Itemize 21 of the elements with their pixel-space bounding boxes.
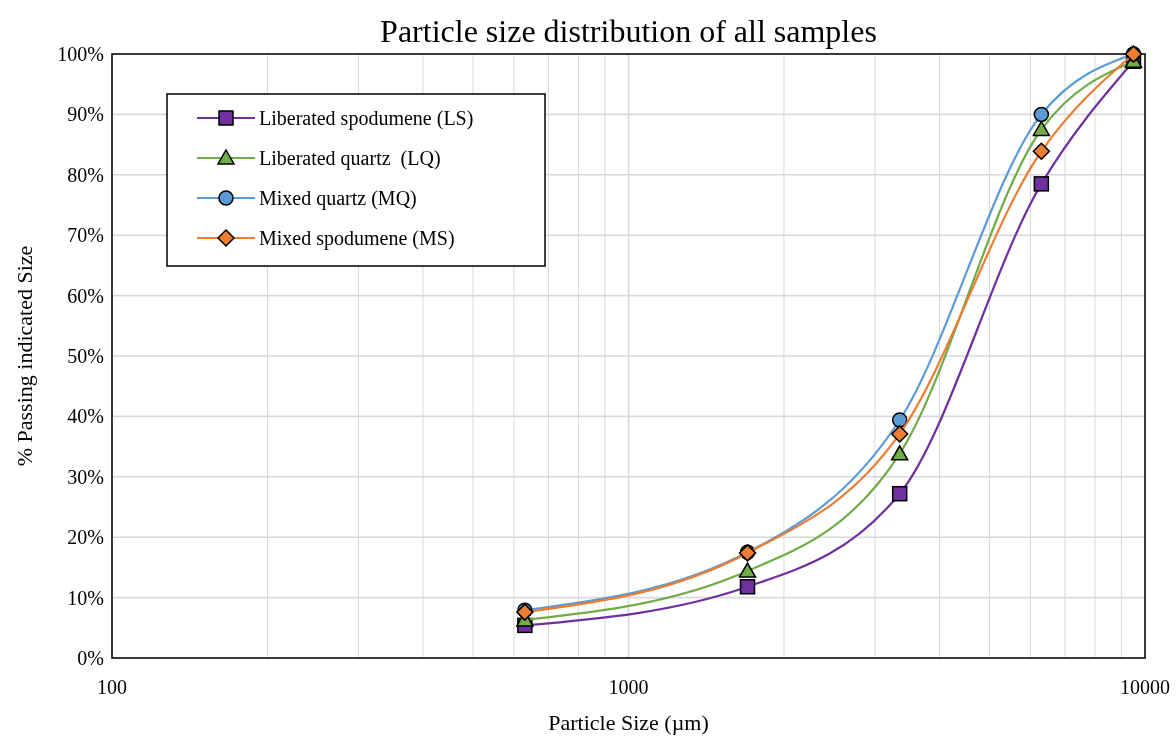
legend-label: Mixed quartz (MQ) bbox=[259, 187, 417, 210]
y-tick-label: 40% bbox=[67, 405, 104, 428]
y-axis-title: % Passing indicated Size bbox=[12, 245, 37, 467]
x-tick-label: 10000 bbox=[1120, 676, 1170, 698]
y-tick-label: 60% bbox=[67, 284, 104, 307]
y-tick-label: 20% bbox=[67, 526, 104, 549]
x-axis-title: Particle Size (µm) bbox=[548, 710, 709, 735]
y-tick-label: 90% bbox=[67, 103, 104, 126]
chart-title: Particle size distribution of all samples bbox=[380, 13, 877, 49]
y-tick-label: 0% bbox=[77, 647, 104, 669]
x-tick-label: 1000 bbox=[608, 676, 649, 698]
y-tick-label: 100% bbox=[57, 43, 104, 65]
y-tick-label: 50% bbox=[67, 345, 104, 367]
x-tick-label: 100 bbox=[97, 676, 127, 698]
legend-label: Liberated quartz (LQ) bbox=[259, 147, 441, 170]
legend-label: Liberated spodumene (LS) bbox=[259, 107, 474, 130]
legend-label: Mixed spodumene (MS) bbox=[259, 227, 455, 250]
y-tick-label: 70% bbox=[67, 224, 104, 247]
y-tick-label: 80% bbox=[67, 163, 104, 186]
y-tick-label: 30% bbox=[67, 465, 104, 488]
y-tick-label: 10% bbox=[67, 586, 104, 609]
